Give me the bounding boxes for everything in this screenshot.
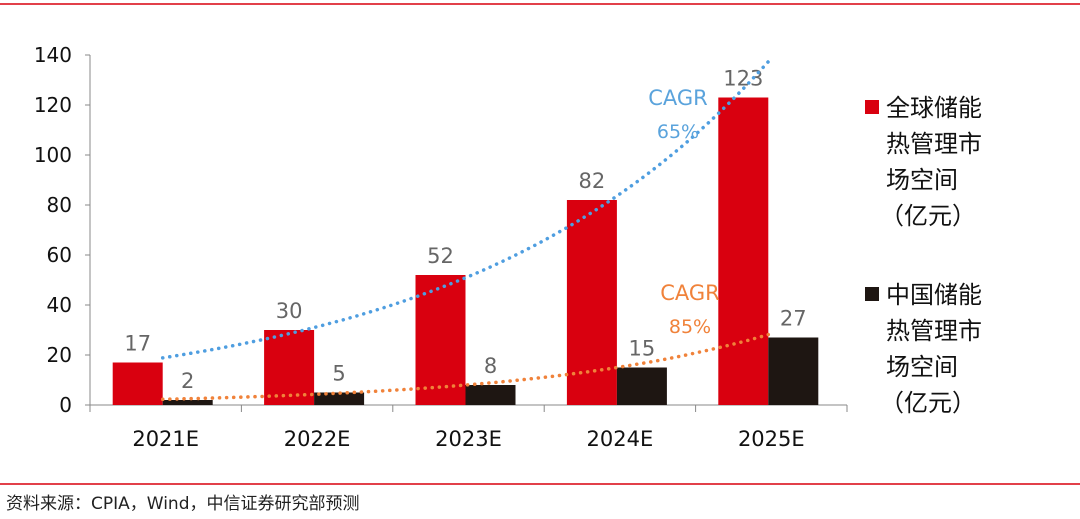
x-tick-label: 2025E — [738, 427, 805, 451]
data-label: 30 — [276, 299, 303, 323]
bar-china — [465, 385, 516, 405]
legend-swatch — [865, 287, 879, 301]
x-tick-label: 2021E — [132, 427, 199, 451]
bar-global — [112, 362, 163, 405]
cagr-label: CAGR — [648, 86, 708, 110]
data-label: 2 — [181, 369, 194, 393]
bar-china — [162, 400, 213, 405]
source-note: 资料来源：CPIA，Wind，中信证券研究部预测 — [6, 494, 360, 514]
bar-china — [314, 392, 365, 405]
y-tick-label: 40 — [47, 293, 72, 317]
data-label: 5 — [332, 362, 345, 386]
x-tick-label: 2022E — [284, 427, 351, 451]
y-tick-label: 80 — [47, 193, 72, 217]
data-label: 82 — [579, 169, 606, 193]
y-tick-label: 120 — [34, 93, 72, 117]
trendline-china — [160, 332, 771, 402]
legend-label: （亿元） — [880, 202, 976, 230]
legend-swatch — [865, 100, 879, 114]
legend-label: 全球储能 — [886, 94, 982, 122]
legend-label: 热管理市 — [886, 130, 982, 158]
bar-global — [718, 97, 769, 405]
cagr-value: 65% — [657, 121, 699, 143]
cagr-value: 85% — [669, 316, 711, 338]
y-tick-label: 100 — [34, 143, 72, 167]
bar-china — [768, 337, 819, 405]
legend-label: 场空间 — [886, 353, 958, 381]
cagr-label: CAGR — [660, 281, 720, 305]
trendline-global — [160, 59, 771, 360]
legend-label: 场空间 — [886, 166, 958, 194]
data-label: 27 — [780, 307, 807, 331]
x-tick-label: 2023E — [435, 427, 502, 451]
data-label: 17 — [124, 332, 151, 356]
y-tick-label: 60 — [47, 243, 72, 267]
data-label: 52 — [427, 244, 454, 268]
data-label: 8 — [484, 354, 497, 378]
bar-global — [566, 200, 617, 405]
legend-label: 热管理市 — [886, 317, 982, 345]
bar-global — [415, 275, 466, 405]
data-label: 15 — [629, 337, 656, 361]
legend-label: 中国储能 — [886, 281, 982, 309]
legend-label: （亿元） — [880, 389, 976, 417]
bar-china — [616, 367, 667, 405]
bar-global — [264, 330, 315, 405]
y-tick-label: 0 — [59, 393, 72, 417]
x-tick-label: 2024E — [587, 427, 654, 451]
y-tick-label: 140 — [34, 43, 72, 67]
y-tick-label: 20 — [47, 343, 72, 367]
